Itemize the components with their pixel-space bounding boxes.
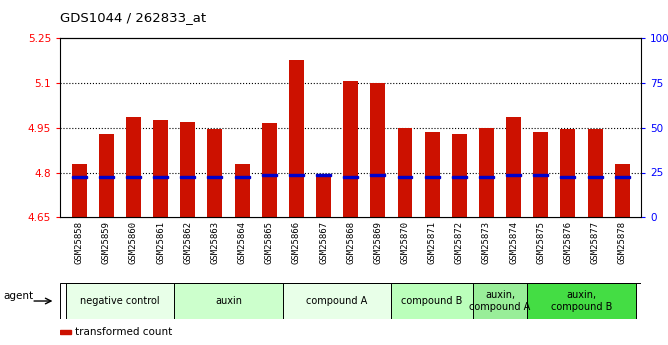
Bar — [99, 176, 114, 178]
Bar — [533, 174, 548, 176]
Text: GSM25870: GSM25870 — [401, 221, 409, 264]
Text: GSM25872: GSM25872 — [455, 221, 464, 264]
Bar — [560, 129, 575, 217]
Bar — [615, 164, 630, 217]
Bar — [174, 283, 283, 319]
Text: GSM25877: GSM25877 — [591, 221, 600, 264]
Bar — [506, 174, 521, 176]
Text: auxin,
compound A: auxin, compound A — [470, 290, 530, 312]
Bar — [262, 123, 277, 217]
Bar — [289, 174, 304, 176]
Text: GSM25876: GSM25876 — [563, 221, 572, 264]
Bar — [208, 176, 222, 178]
Text: GSM25868: GSM25868 — [346, 221, 355, 264]
Bar — [397, 176, 412, 178]
Bar — [153, 176, 168, 178]
Bar — [343, 176, 358, 178]
Bar — [452, 176, 467, 178]
Bar — [208, 129, 222, 217]
Bar — [527, 283, 636, 319]
Text: compound A: compound A — [307, 296, 368, 306]
Text: GSM25866: GSM25866 — [292, 221, 301, 264]
Text: GSM25874: GSM25874 — [509, 221, 518, 264]
Text: GSM25878: GSM25878 — [618, 221, 627, 264]
Text: GSM25867: GSM25867 — [319, 221, 328, 264]
Bar — [397, 128, 412, 217]
Bar — [425, 132, 440, 217]
Bar — [588, 176, 603, 178]
Text: compound B: compound B — [401, 296, 463, 306]
Bar — [370, 83, 385, 217]
Bar — [479, 176, 494, 178]
Bar — [343, 81, 358, 217]
Text: GSM25861: GSM25861 — [156, 221, 165, 264]
Text: GSM25865: GSM25865 — [265, 221, 274, 264]
Text: auxin: auxin — [215, 296, 242, 306]
Bar — [560, 176, 575, 178]
Text: GSM25862: GSM25862 — [183, 221, 192, 264]
Bar — [180, 176, 195, 178]
Text: auxin,
compound B: auxin, compound B — [551, 290, 613, 312]
Text: GSM25860: GSM25860 — [129, 221, 138, 264]
Bar — [60, 330, 71, 334]
Bar — [452, 134, 467, 217]
Bar — [99, 134, 114, 217]
Text: negative control: negative control — [80, 296, 160, 306]
Text: GSM25871: GSM25871 — [428, 221, 437, 264]
Bar — [533, 132, 548, 217]
Bar — [234, 176, 250, 178]
Bar — [391, 283, 473, 319]
Bar — [506, 117, 521, 217]
Text: GDS1044 / 262833_at: GDS1044 / 262833_at — [60, 11, 206, 24]
Text: GSM25863: GSM25863 — [210, 221, 219, 264]
Bar — [153, 120, 168, 217]
Bar — [289, 60, 304, 217]
Text: GSM25873: GSM25873 — [482, 221, 491, 264]
Bar — [615, 176, 630, 178]
Bar — [180, 122, 195, 217]
Bar — [71, 176, 87, 178]
Text: GSM25875: GSM25875 — [536, 221, 545, 264]
Text: GSM25859: GSM25859 — [102, 221, 111, 264]
Bar — [588, 129, 603, 217]
Bar — [126, 176, 141, 178]
Bar — [283, 283, 391, 319]
Bar — [316, 174, 331, 217]
Text: GSM25858: GSM25858 — [75, 221, 84, 264]
Bar — [71, 164, 87, 217]
Bar — [234, 164, 250, 217]
Bar — [479, 128, 494, 217]
Text: GSM25864: GSM25864 — [238, 221, 246, 264]
Bar — [316, 174, 331, 176]
Text: GSM25869: GSM25869 — [373, 221, 382, 264]
Bar — [126, 117, 141, 217]
Bar — [425, 176, 440, 178]
Bar — [473, 283, 527, 319]
Text: transformed count: transformed count — [75, 327, 172, 337]
Text: agent: agent — [3, 290, 33, 300]
Bar — [65, 283, 174, 319]
Bar — [370, 174, 385, 176]
Bar — [262, 174, 277, 176]
